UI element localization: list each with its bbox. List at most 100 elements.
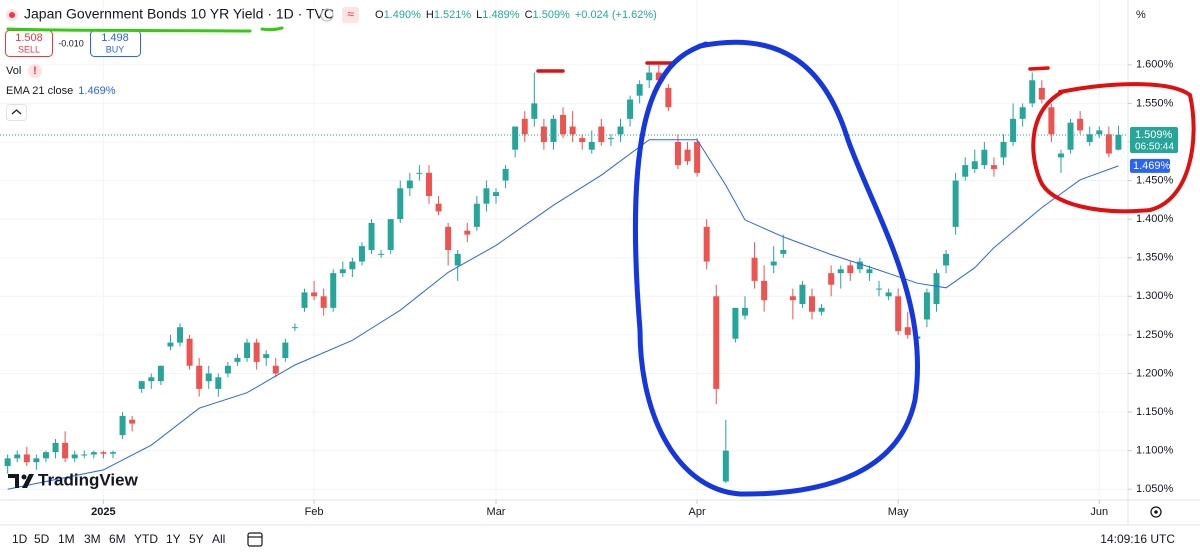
candle-body [244,342,251,359]
candle-body [445,226,452,250]
annotation-underline [260,26,284,32]
range-button[interactable]: All [212,532,225,546]
range-button[interactable]: YTD [134,532,158,546]
candle-body [215,377,222,389]
candle-body [157,365,164,382]
candle-body [33,458,40,463]
candle-body [205,373,212,382]
candle-body [789,296,796,301]
range-button[interactable]: 1M [58,532,75,546]
candle-body [990,165,997,169]
candle-body [1029,80,1036,104]
ema-line [7,139,1119,490]
candle-body [607,138,614,140]
candle-body [847,265,854,274]
candle-body [4,458,11,467]
candle-body [904,327,911,335]
data-badge[interactable] [342,7,359,23]
candle-body [282,342,289,359]
y-tick-label: 1.050% [1136,483,1174,495]
candle-body [272,365,279,374]
candle-body [406,180,413,189]
candle-body [761,280,768,301]
y-tick-label: 1.450% [1136,174,1174,186]
symbol-title[interactable]: Japan Government Bonds 10 YR Yield · 1D … [24,6,334,22]
candle-body [588,141,595,150]
clock[interactable]: 14:09:16 UTC [1100,532,1175,546]
x-tick-label: Feb [305,506,324,518]
candle-body [378,253,385,255]
candle-body [885,292,892,297]
ohlc-key: C [525,9,533,21]
candle-body [263,354,270,359]
candle-body [1105,134,1112,154]
candle-body [339,269,346,274]
range-button[interactable]: 5Y [189,532,204,546]
candle-body [741,307,748,316]
candle-body [694,141,701,173]
range-button[interactable]: 1Y [166,532,181,546]
candle-body [100,452,107,454]
candle-body [1067,122,1074,150]
candle-body [1115,135,1122,150]
candle-body [301,292,308,308]
sell-price: 1.508 [15,32,43,44]
y-tick-label: 1.200% [1136,367,1174,379]
candle-body [962,165,969,177]
candle-body [1019,107,1026,119]
candle-body [1096,130,1103,135]
ohlc-key: H [426,9,434,21]
candle-body [981,149,988,166]
annotation-dash [1028,66,1050,71]
candle-body [253,342,260,362]
candle-body [598,126,605,142]
candle-body [809,296,816,312]
x-tick-label: May [888,506,909,518]
candle-body [751,257,758,281]
candle-body [933,273,940,305]
ema-legend[interactable]: EMA 21 close 1.469% [6,85,116,97]
y-tick-label: 1.300% [1136,290,1174,302]
candle-body [569,126,576,135]
candle-body [186,338,193,366]
logo-dot [21,474,27,480]
range-button[interactable]: 5D [34,532,50,546]
ema-label: EMA 21 close [6,85,73,97]
candle-body [14,454,21,459]
x-tick-label: Jun [1090,506,1108,518]
candle-body [397,188,404,220]
candle-body [387,219,394,250]
ema-price-tag [1130,158,1170,173]
sell-label: SELL [18,44,40,54]
candle-body [234,358,241,362]
range-button[interactable]: 3M [84,532,101,546]
candle-body [138,381,145,389]
settings-icon[interactable] [1150,506,1162,518]
candle-body [435,203,442,212]
ohlc-key: O [375,9,384,21]
y-tick-label: 1.600% [1136,59,1174,71]
candle-body [129,419,136,424]
collapse-button[interactable] [6,104,27,121]
warning-icon[interactable] [28,64,42,78]
y-tick-label: 1.100% [1136,445,1174,457]
market-status-icon[interactable] [320,8,334,22]
candle-body [799,284,806,305]
candle-body [464,230,471,235]
candle-body [684,149,691,162]
candle-body [224,365,231,374]
ema-price-label: 1.469% [1133,160,1171,172]
candle-body [818,307,825,312]
candle-body [311,292,318,297]
warning-mark: ! [33,65,37,77]
candle-body [646,72,653,81]
range-button[interactable]: 1D [12,532,28,546]
range-button[interactable]: 6M [109,532,126,546]
vol-label[interactable]: Vol [6,65,21,77]
candle-body [502,168,509,181]
annotation-underline [6,27,252,33]
candle-body [330,273,337,308]
date-range-icon[interactable] [247,532,263,547]
last-price-tag [1130,127,1178,154]
